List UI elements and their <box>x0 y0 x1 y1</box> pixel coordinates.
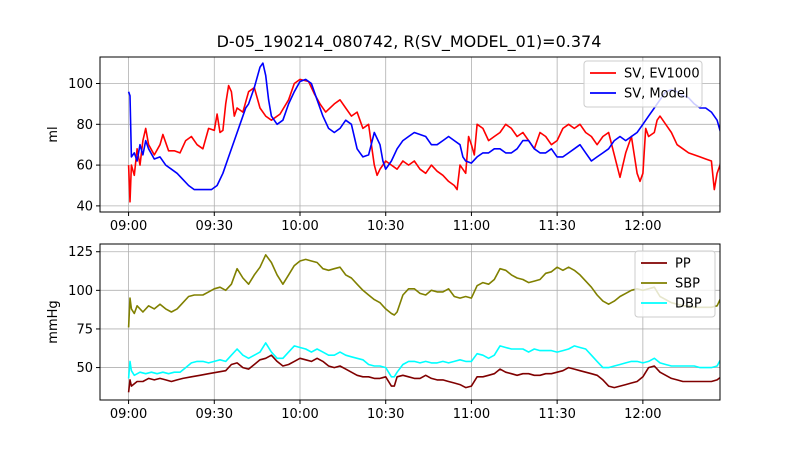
x-tick-label: 11:30 <box>538 407 575 422</box>
y-axis-label: mmHg <box>46 300 61 343</box>
y-tick-label: 80 <box>76 118 93 133</box>
y-tick-label: 100 <box>68 77 93 92</box>
x-tick-label: 09:30 <box>196 407 233 422</box>
legend-box <box>634 250 716 318</box>
legend-entry-label: PP <box>675 257 691 272</box>
x-tick-label: 09:00 <box>110 219 147 234</box>
figure-title: D-05_190214_080742, R(SV_MODEL_01)=0.374 <box>217 32 602 52</box>
y-tick-label: 40 <box>76 199 93 214</box>
x-tick-label: 12:00 <box>624 219 661 234</box>
axes-frame <box>99 56 721 213</box>
series-line-sv-ev1000 <box>127 78 720 203</box>
x-tick-label: 12:00 <box>624 407 661 422</box>
x-tick-label: 10:30 <box>367 219 404 234</box>
legend-entry-label: SBP <box>675 277 700 292</box>
axes-frame <box>99 243 721 401</box>
x-tick-label: 10:30 <box>367 407 404 422</box>
x-tick-label: 11:00 <box>453 219 490 234</box>
x-tick-label: 11:30 <box>538 219 575 234</box>
legend-entry-label: SV, EV1000 <box>624 67 700 82</box>
x-tick-label: 09:00 <box>110 407 147 422</box>
chart-panel-2: 09:00 09:30 10:00 10:30 11:00 11:30 12:00 50 75 1… <box>46 243 721 422</box>
x-tick-label: 11:00 <box>453 407 490 422</box>
legend: PP SBP DBP <box>634 250 716 318</box>
y-tick-label: 100 <box>68 284 93 299</box>
series-line-pp <box>127 354 720 393</box>
x-tick-label: 10:00 <box>281 407 318 422</box>
legend-entry-label: DBP <box>675 297 702 312</box>
y-tick-label: 60 <box>76 159 93 174</box>
y-tick-label: 75 <box>76 322 93 337</box>
chart-panel-1: 09:00 09:30 10:00 10:30 11:00 11:30 12:00 40 60 8… <box>46 56 721 234</box>
y-tick-label: 50 <box>76 361 93 376</box>
legend: SV, EV1000 SV, Model <box>583 60 703 108</box>
x-tick-label: 10:00 <box>281 219 318 234</box>
y-axis-label: ml <box>46 126 61 142</box>
legend-entry-label: SV, Model <box>624 87 688 102</box>
y-tick-label: 125 <box>68 245 93 260</box>
x-tick-label: 09:30 <box>196 219 233 234</box>
series-line-dbp <box>127 342 720 379</box>
